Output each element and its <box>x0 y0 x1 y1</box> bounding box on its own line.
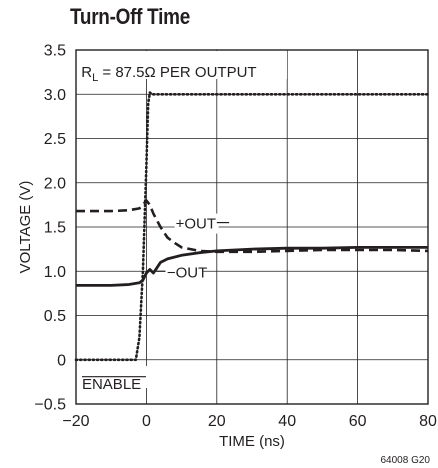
x-axis-label: TIME (ns) <box>219 433 285 450</box>
x-tick-label: 0 <box>142 413 151 430</box>
x-tick-label: 20 <box>208 413 226 430</box>
y-tick-label: 1.0 <box>44 264 66 281</box>
x-tick-label: −20 <box>62 413 89 430</box>
series-group <box>74 91 430 362</box>
annotation-minus-out: −OUT <box>167 264 207 281</box>
plot-frame <box>75 49 429 405</box>
annotation-plus-out-background <box>174 213 219 234</box>
series-line-plus-out <box>76 199 429 254</box>
condition-prefix: R <box>81 64 92 81</box>
y-tick-label: 2.5 <box>44 131 66 148</box>
annotation-plus-out: +OUT <box>176 216 216 233</box>
y-tick-label: 0.5 <box>44 308 66 325</box>
annotation-enable: ENABLE <box>82 376 141 393</box>
series-line-enable <box>74 91 430 362</box>
figure-id: 64008 G20 <box>381 455 431 466</box>
tick-labels: −0.5 0 0.5 1.0 1.5 2.0 2.5 3.0 3.5 −20 0 20 40 60 80 <box>34 43 437 431</box>
y-tick-label: −0.5 <box>34 397 66 414</box>
chart-title: Turn-Off Time <box>70 4 190 29</box>
x-tick-label: 40 <box>278 413 296 430</box>
condition-rest: = 87.5Ω PER OUTPUT <box>98 64 256 81</box>
series-line-minus-out <box>76 246 428 287</box>
x-tick-label: 80 <box>419 413 437 430</box>
y-tick-label: 3.5 <box>44 43 66 60</box>
y-tick-label: 3.0 <box>44 87 66 104</box>
y-tick-label: 2.0 <box>44 175 66 192</box>
condition-subscript: L <box>92 72 98 84</box>
y-axis-label: VOLTAGE (V) <box>17 181 34 274</box>
y-tick-label: 0 <box>57 352 66 369</box>
annotation-minus-out-background <box>165 262 204 283</box>
grid <box>76 50 428 404</box>
y-tick-label: 1.5 <box>44 220 66 237</box>
condition-label-background <box>77 51 287 79</box>
condition-label: RL = 87.5Ω PER OUTPUT <box>81 64 256 84</box>
x-tick-label: 60 <box>349 413 367 430</box>
